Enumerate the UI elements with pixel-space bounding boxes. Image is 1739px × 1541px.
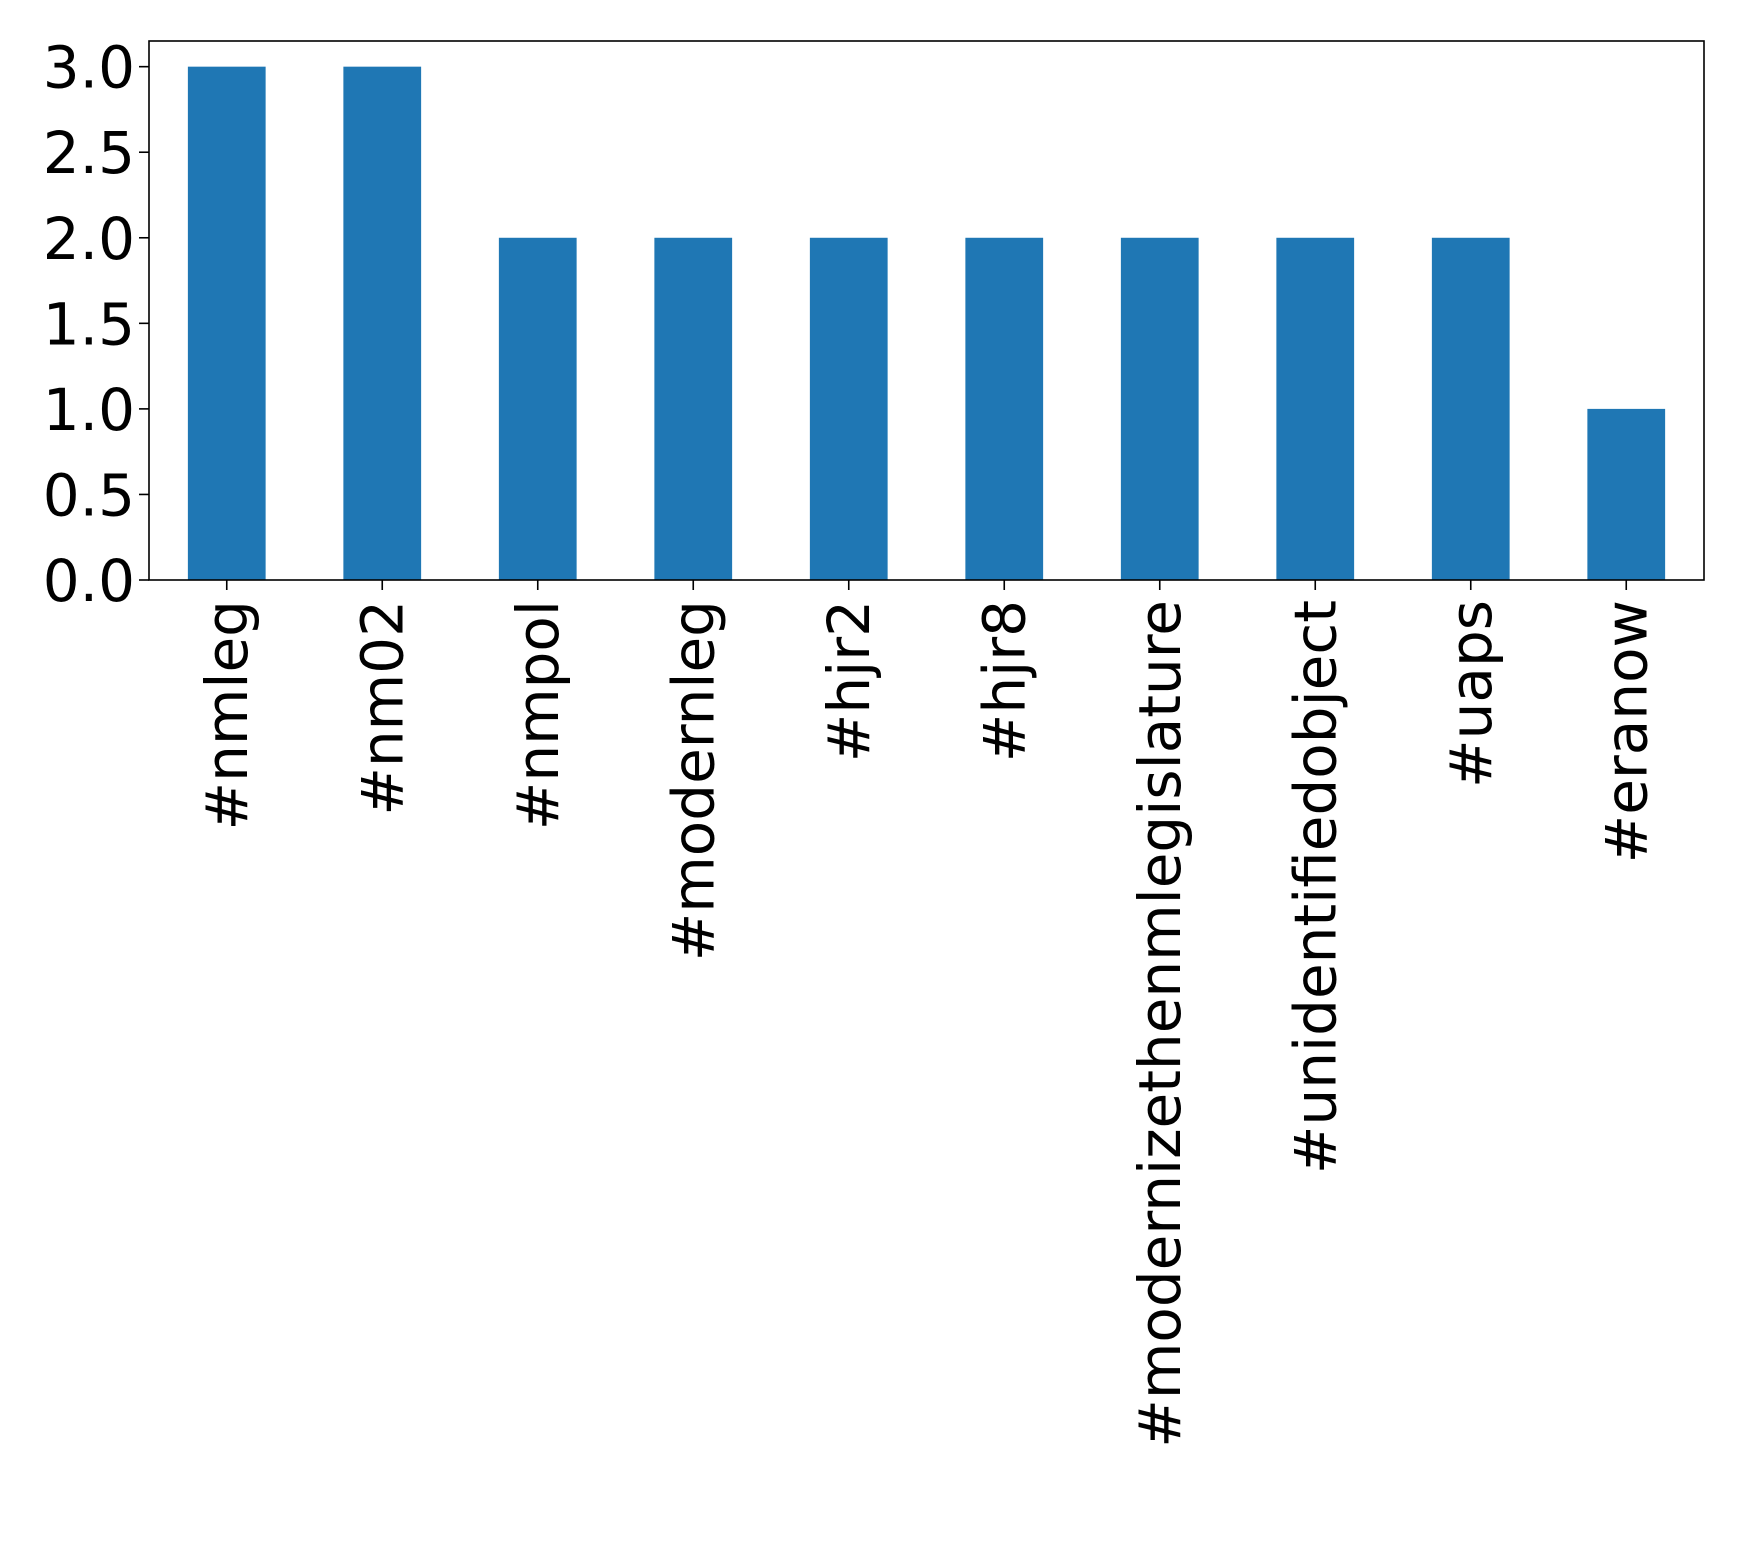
- y-tick-label: 3.0: [43, 34, 135, 102]
- y-tick-label: 2.0: [43, 205, 135, 273]
- bar-unidentifiedobject: [1276, 237, 1355, 580]
- x-tick-label: #hjr2: [815, 600, 883, 762]
- y-tick-label: 1.5: [43, 290, 135, 358]
- y-tick-label: 0.0: [43, 547, 135, 615]
- bar-hjr2: [809, 237, 888, 580]
- bars-group: [187, 66, 1666, 580]
- bar-modernleg: [654, 237, 733, 580]
- y-axis: 0.0 0.5 1.0 1.5 2.0 2.5 3.0: [43, 34, 149, 615]
- x-tick-label: #modernleg: [659, 600, 727, 961]
- x-tick-label: #nmpol: [504, 600, 572, 830]
- bar-nmleg: [187, 66, 266, 580]
- x-tick-label: #uaps: [1437, 600, 1505, 788]
- bar-uaps: [1431, 237, 1510, 580]
- x-tick-label: #nm02: [348, 600, 416, 816]
- bar-nm02: [343, 66, 422, 580]
- x-tick-label: #unidentifiedobject: [1281, 600, 1349, 1174]
- y-tick-label: 1.0: [43, 376, 135, 444]
- x-tick-label: #eranow: [1592, 600, 1660, 863]
- x-tick-label: #modernizethenmlegislature: [1126, 600, 1194, 1448]
- bar-eranow: [1587, 408, 1666, 580]
- x-tick-label: #nmleg: [193, 600, 261, 830]
- bar-nmpol: [498, 237, 577, 580]
- x-axis: #nmleg #nm02 #nmpol #modernleg #hjr2 #hjr8 #mo…: [193, 580, 1660, 1448]
- bar-modernizethenmlegislature: [1120, 237, 1199, 580]
- plot-frame: [148, 40, 1705, 581]
- bar-hjr8: [965, 237, 1044, 580]
- y-tick-label: 2.5: [43, 119, 135, 187]
- y-tick-label: 0.5: [43, 461, 135, 529]
- x-tick-label: #hjr8: [970, 600, 1038, 762]
